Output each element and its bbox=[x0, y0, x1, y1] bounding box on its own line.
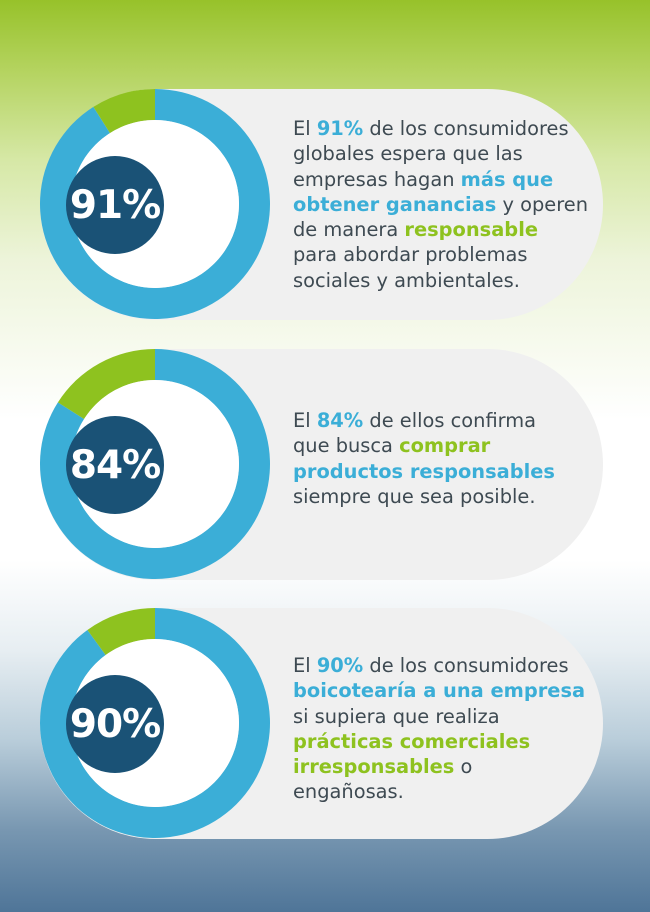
text-line: El 90% de los consumidores bbox=[293, 653, 578, 678]
text-line: productos responsables bbox=[293, 459, 578, 484]
body-text: empresas hagan bbox=[293, 167, 461, 191]
highlight-text: boicotearía a una empresa bbox=[293, 679, 586, 703]
text-line: El 84% de ellos confirma bbox=[293, 408, 578, 433]
highlight-text: obtener ganancias bbox=[293, 192, 497, 216]
percent-badge: 84% bbox=[66, 416, 164, 514]
text-line: empresas hagan más que bbox=[293, 167, 578, 192]
body-text: que busca bbox=[293, 434, 400, 458]
body-text: de los consumidores bbox=[363, 117, 569, 140]
highlight-text: productos responsables bbox=[293, 459, 555, 483]
body-text: engañosas. bbox=[293, 780, 404, 804]
percent-label: 91% bbox=[69, 182, 161, 228]
body-text: globales espera que las bbox=[293, 142, 523, 166]
text-line: si supiera que realiza bbox=[293, 704, 578, 729]
text-line: irresponsables o bbox=[293, 754, 578, 779]
body-text: de los consumidores bbox=[363, 654, 569, 677]
text-line: El 91% de los consumidores bbox=[293, 116, 578, 141]
percent-badge: 91% bbox=[66, 156, 164, 254]
highlight-text: 90% bbox=[316, 654, 364, 677]
text-line: que busca comprar bbox=[293, 433, 578, 458]
percent-badge: 90% bbox=[66, 675, 164, 773]
text-line: para abordar problemas bbox=[293, 242, 578, 267]
donut-slice-remainder bbox=[93, 89, 155, 134]
highlight-text: 84% bbox=[316, 409, 364, 432]
text-line: boicotearía a una empresa bbox=[293, 678, 585, 703]
body-text: El bbox=[293, 117, 317, 140]
highlight-text: más que bbox=[460, 167, 554, 191]
stat-description: El 91% de los consumidores globales esper… bbox=[293, 116, 588, 293]
donut-slice-remainder bbox=[57, 349, 155, 419]
body-text: si supiera que realiza bbox=[293, 704, 500, 728]
highlight-text: prácticas comerciales bbox=[293, 729, 531, 753]
percent-label: 90% bbox=[69, 701, 161, 747]
stat-description: El 90% de los consumidores boicotearía a … bbox=[293, 653, 585, 805]
text-line: de manera responsable bbox=[293, 217, 578, 242]
text-line: engañosas. bbox=[293, 779, 578, 804]
text-line: globales espera que las bbox=[293, 141, 578, 166]
highlight-text: comprar bbox=[399, 434, 491, 458]
body-text: de ellos confirma bbox=[363, 409, 537, 432]
highlight-text: 91% bbox=[316, 117, 364, 140]
text-line: sociales y ambientales. bbox=[293, 268, 578, 293]
body-text: El bbox=[293, 654, 317, 677]
body-text: siempre que sea posible. bbox=[293, 484, 536, 508]
text-line: prácticas comerciales bbox=[293, 729, 578, 754]
stat-description: El 84% de ellos confirma que busca compra… bbox=[293, 408, 578, 509]
body-text: y operen bbox=[496, 192, 588, 216]
body-text: El bbox=[293, 409, 317, 432]
body-text: o bbox=[454, 755, 473, 779]
body-text: de manera bbox=[293, 218, 405, 242]
text-line: siempre que sea posible. bbox=[293, 484, 578, 509]
body-text: sociales y ambientales. bbox=[293, 268, 520, 292]
body-text: para abordar problemas bbox=[293, 243, 528, 267]
donut-slice-remainder bbox=[87, 608, 155, 656]
highlight-text: responsable bbox=[404, 218, 538, 242]
text-line: obtener ganancias y operen bbox=[293, 192, 588, 217]
highlight-text: irresponsables bbox=[293, 755, 455, 779]
percent-label: 84% bbox=[69, 442, 161, 488]
